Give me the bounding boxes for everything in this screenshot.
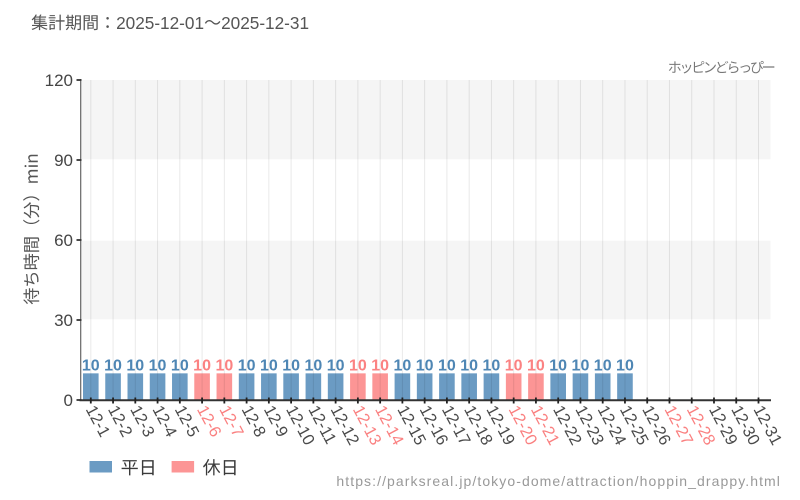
svg-text:10: 10 xyxy=(149,358,167,375)
svg-text:10: 10 xyxy=(371,358,389,375)
svg-text:10: 10 xyxy=(393,358,411,375)
svg-text:120: 120 xyxy=(45,71,73,90)
svg-text:10: 10 xyxy=(238,358,256,375)
svg-text:10: 10 xyxy=(616,358,634,375)
svg-text:10: 10 xyxy=(483,358,501,375)
svg-text:30: 30 xyxy=(54,311,73,330)
svg-text:10: 10 xyxy=(304,358,322,375)
svg-text:10: 10 xyxy=(416,358,434,375)
svg-text:10: 10 xyxy=(282,358,300,375)
svg-text:10: 10 xyxy=(215,358,233,375)
svg-text:10: 10 xyxy=(527,358,545,375)
svg-text:10: 10 xyxy=(438,358,456,375)
svg-text:10: 10 xyxy=(126,358,144,375)
svg-text:60: 60 xyxy=(54,231,73,250)
svg-text:90: 90 xyxy=(54,151,73,170)
svg-text:10: 10 xyxy=(549,358,567,375)
svg-text:0: 0 xyxy=(64,391,73,410)
svg-text:10: 10 xyxy=(594,358,612,375)
svg-text:10: 10 xyxy=(572,358,590,375)
svg-text:2025-12-01: 2025-12-01 xyxy=(116,13,204,33)
svg-text:10: 10 xyxy=(505,358,523,375)
svg-text:https://parksreal.jp/tokyo-dom: https://parksreal.jp/tokyo-dome/attracti… xyxy=(336,473,781,489)
svg-text:10: 10 xyxy=(349,358,367,375)
svg-text:10: 10 xyxy=(82,358,100,375)
svg-text:10: 10 xyxy=(460,358,478,375)
svg-text:2025-12-31: 2025-12-31 xyxy=(221,13,309,33)
svg-text:10: 10 xyxy=(171,358,189,375)
svg-text:10: 10 xyxy=(260,358,278,375)
svg-text:10: 10 xyxy=(104,358,122,375)
svg-text:10: 10 xyxy=(327,358,345,375)
svg-text:10: 10 xyxy=(193,358,211,375)
